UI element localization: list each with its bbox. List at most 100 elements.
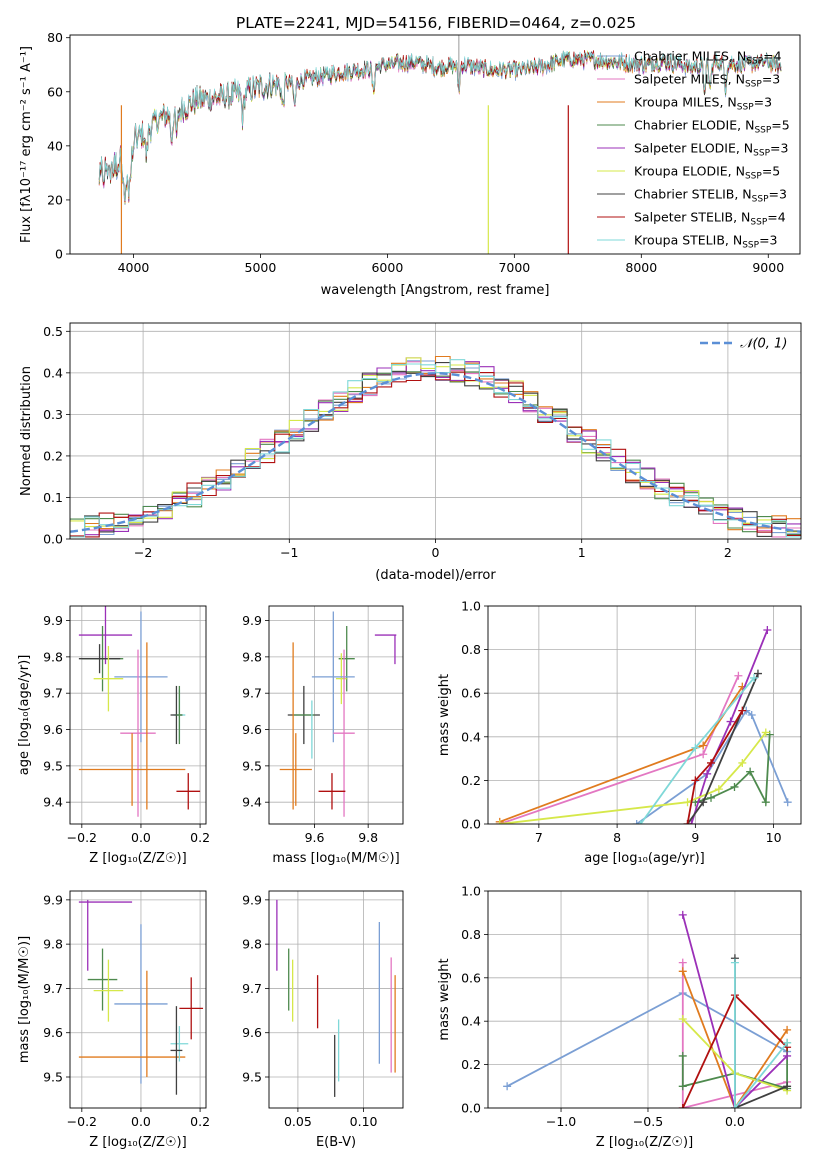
weight-marker: [699, 741, 708, 750]
x-tick-label: −1: [280, 545, 298, 560]
x-tick-label: 0.0: [725, 1114, 745, 1129]
y-tick-label: 9.7: [242, 686, 262, 701]
weight-marker: [730, 782, 739, 791]
y-tick-label: 0.6: [461, 686, 481, 701]
gridlines: [488, 890, 801, 1109]
weight-marker: [734, 671, 743, 680]
axes-frame: [487, 605, 802, 825]
age_vs_Z-panel: −0.2 0.0 0.2 9.4 9.5 9.6 9.7 9.8 9.9 Z [log₁₀(Z/Z…: [17, 605, 210, 866]
errorbar-point: [93, 959, 124, 1022]
weight-marker: [730, 958, 739, 967]
weight-marker: [714, 785, 723, 794]
weight_vs_age-panel: 7 8 9 10 0.0 0.2 0.4 0.6 0.8 1.0 age [log₁₀(age/yr…: [437, 599, 802, 866]
weight-marker: [763, 625, 772, 634]
weight-marker: [678, 967, 687, 976]
gridlines: [70, 891, 206, 1108]
weight-marker: [783, 1025, 792, 1034]
x-tick-label: 0.2: [190, 830, 210, 845]
y-tick-label: 0.0: [461, 1101, 481, 1116]
x-tick-label: 0: [432, 545, 440, 560]
age_vs_mass-panel: 9.6 9.8 9.4 9.5 9.6 9.7 9.8 9.9 mass [log₁₀(M/M☉…: [242, 605, 404, 866]
y-tick-label: 1.0: [461, 599, 481, 614]
y-tick-label: 9.8: [43, 649, 63, 664]
weight-marker: [678, 910, 687, 919]
spectrum-line: [98, 50, 782, 202]
legend-label: Chabrier STELIB, NSSP=3: [634, 187, 787, 205]
y-tick-label: 0.5: [43, 324, 63, 339]
y-tick-label: 0.8: [461, 927, 481, 942]
errorbar-point: [179, 977, 204, 1040]
legend-label: Salpeter ELODIE, NSSP=3: [634, 141, 788, 159]
weight-marker: [750, 673, 759, 682]
gridlines: [269, 606, 403, 824]
weight_vs_Z-panel: −1.0 −0.5 0.0 0.0 0.2 0.4 0.6 0.8 1.0 Z [log₁₀(Z/…: [437, 884, 802, 1150]
y-tick-label: 9.6: [43, 722, 63, 737]
weight-marker: [699, 750, 708, 759]
y-tick-label: 9.9: [43, 892, 63, 907]
y-tick-label: 9.4: [242, 795, 262, 810]
y-axis-label: Flux [fλ10⁻¹⁷ erg cm⁻² s⁻¹ A⁻¹]: [19, 46, 34, 243]
axes-frame: [487, 890, 802, 1109]
weight-marker: [746, 767, 755, 776]
x-axis-label: wavelength [Angstrom, rest frame]: [321, 283, 550, 298]
weight-marker: [691, 743, 700, 752]
gridlines: [70, 323, 801, 540]
y-tick-label: 9.8: [242, 937, 262, 952]
errorbar-point: [311, 611, 355, 743]
spectrum-panel: 4000 5000 6000 7000 8000 9000 0 20 40 60 80 Chabrie…: [19, 30, 801, 298]
y-axis-label: mass [log₁₀(M/M☉)]: [17, 936, 32, 1063]
weight-line: [506, 991, 788, 1088]
weight-marker: [747, 711, 756, 719]
errorbars: [78, 899, 204, 1095]
histogram-step: [70, 371, 801, 538]
weight-line: [695, 734, 771, 806]
x-tick-label: 0.0: [131, 830, 151, 845]
x-tick-label: 9000: [752, 260, 784, 275]
gridlines: [269, 891, 403, 1108]
x-tick-label: −0.5: [633, 1114, 663, 1129]
errorbars: [279, 611, 397, 817]
legend-label: Chabrier MILES, NSSP=4: [634, 49, 782, 67]
weight-marker: [678, 1051, 687, 1060]
weight-marker: [730, 1104, 739, 1108]
weight-marker: [678, 1015, 687, 1024]
x-tick-label: −2: [134, 545, 152, 560]
weight-marker: [738, 758, 747, 767]
legend-label: Kroupa MILES, NSSP=3: [634, 95, 772, 113]
y-tick-label: 0.2: [461, 773, 481, 788]
residuals-panel: −2 −1 0 1 2 0.0 0.1 0.2 0.3 0.4 0.5 𝒩(0, 1) (data-mo…: [19, 322, 802, 583]
x-axis-label: Z [log₁₀(Z/Z☉)]: [596, 1135, 693, 1150]
weight-marker: [632, 820, 641, 824]
weight-marker: [636, 820, 645, 824]
errorbar-point: [78, 644, 121, 674]
weight-lines: [495, 625, 792, 824]
weight-marker: [503, 1082, 512, 1091]
x-tick-label: −0.2: [67, 830, 97, 845]
x-axis-label: (data-model)/error: [375, 568, 496, 583]
axes-frame: [69, 34, 801, 255]
y-tick-label: 0.0: [43, 532, 63, 547]
weight-marker: [678, 958, 687, 967]
errorbars: [276, 899, 396, 1097]
figure-title: PLATE=2241, MJD=54156, FIBERID=0464, z=0…: [236, 14, 636, 32]
weight-marker: [678, 1104, 687, 1108]
errorbar-point: [93, 645, 124, 712]
y-tick-label: 9.8: [242, 649, 262, 664]
x-tick-label: 0.2: [190, 1114, 210, 1129]
x-tick-label: −0.2: [67, 1114, 97, 1129]
y-tick-label: 9.7: [242, 981, 262, 996]
y-tick-label: 9.9: [242, 613, 262, 628]
y-tick-label: 0: [55, 247, 63, 262]
x-tick-label: 9.8: [358, 830, 378, 845]
x-tick-label: 1: [578, 545, 586, 560]
y-tick-label: 20: [47, 192, 63, 207]
x-tick-label: 0.10: [350, 1114, 378, 1129]
y-tick-label: 0.6: [461, 970, 481, 985]
y-axis-label: Normed distribution: [19, 366, 34, 496]
legend-label: Kroupa ELODIE, NSSP=5: [634, 164, 780, 182]
y-tick-label: 0.2: [461, 1057, 481, 1072]
weight-marker: [761, 798, 770, 807]
x-tick-label: 0.0: [131, 1114, 151, 1129]
mass_vs_ebv-panel: 0.05 0.10 9.5 9.6 9.7 9.8 9.9 E(B-V): [242, 890, 404, 1150]
x-axis-label: Z [log₁₀(Z/Z☉)]: [89, 1135, 186, 1150]
